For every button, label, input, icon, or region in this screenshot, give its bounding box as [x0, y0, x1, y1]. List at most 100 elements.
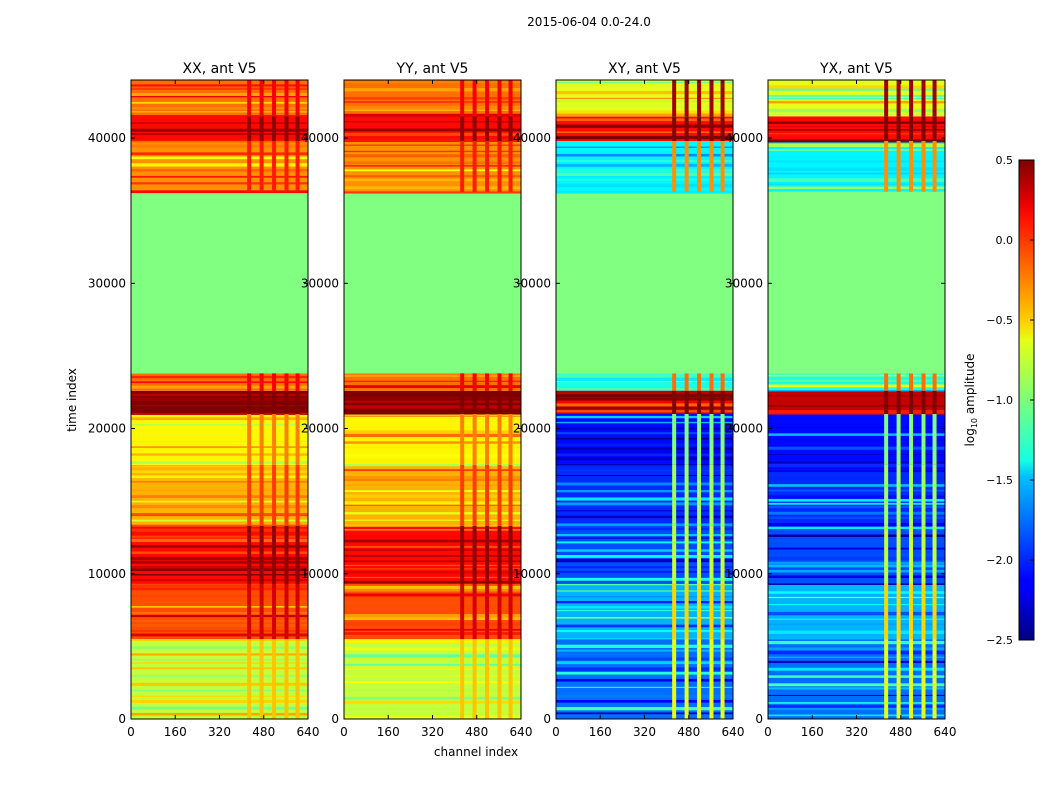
rfi-streak [720, 140, 725, 192]
rfi-streak [272, 116, 277, 141]
rfi-streak [884, 464, 889, 526]
rfi-streak [720, 464, 725, 526]
noise-row [768, 121, 945, 124]
noise-row [768, 410, 945, 414]
noise-row [131, 623, 308, 627]
rfi-streak [284, 80, 289, 117]
rfi-streak [884, 583, 889, 640]
noise-row [344, 426, 521, 428]
noise-row [768, 467, 945, 471]
noise-row [768, 683, 945, 687]
noise-row [344, 175, 521, 178]
noise-row [768, 125, 945, 128]
colorbar-label: log10 amplitude [963, 354, 979, 447]
y-tick-label: 0 [755, 712, 763, 726]
noise-row [131, 128, 308, 132]
rfi-streak [921, 525, 926, 584]
noise-row [131, 513, 308, 517]
rfi-streak [921, 140, 926, 192]
noise-row [768, 461, 945, 463]
rfi-streak [720, 414, 725, 465]
noise-row [131, 95, 308, 98]
x-tick-label: 640 [722, 725, 745, 739]
y-tick-label: 20000 [88, 422, 126, 436]
noise-row [131, 561, 308, 564]
noise-row [768, 603, 945, 606]
y-tick-label: 20000 [301, 422, 339, 436]
noise-row [131, 712, 308, 716]
noise-row [556, 135, 733, 140]
noise-row [556, 397, 733, 401]
noise-row [768, 708, 945, 710]
colorbar-tick-label: −0.5 [986, 314, 1013, 327]
noise-row [768, 395, 945, 397]
noise-row [131, 453, 308, 456]
noise-row [344, 614, 521, 618]
noise-row [556, 464, 733, 466]
noise-row [344, 560, 521, 562]
noise-row [768, 705, 945, 708]
rfi-streak [460, 140, 465, 192]
rfi-streak [497, 583, 502, 640]
noise-row [131, 93, 308, 96]
rfi-streak [247, 414, 252, 465]
noise-row [768, 586, 945, 589]
noise-row [768, 640, 945, 645]
noise-row [344, 161, 521, 165]
x-tick-label: 480 [252, 725, 275, 739]
rfi-streak [684, 373, 689, 391]
noise-row [344, 144, 521, 146]
rfi-streak [720, 583, 725, 640]
rfi-streak [508, 583, 513, 640]
noise-row [344, 138, 521, 143]
noise-row [556, 450, 733, 454]
panel-4-title: YX, ant V5 [819, 61, 893, 77]
rfi-streak [684, 140, 689, 192]
rfi-streak [259, 390, 264, 415]
noise-row [556, 175, 733, 178]
noise-row [768, 133, 945, 135]
band-6 [768, 390, 945, 415]
rfi-streak [672, 80, 677, 117]
noise-row [556, 469, 733, 471]
noise-row [556, 394, 733, 398]
noise-row [768, 477, 945, 480]
noise-row [556, 537, 733, 539]
rfi-streak [884, 525, 889, 584]
noise-row [344, 529, 521, 531]
noise-row [556, 113, 733, 117]
noise-row [556, 649, 733, 652]
colorbar-tick-label: 0.5 [996, 154, 1014, 167]
colorbar-label-suffix: amplitude [963, 354, 977, 418]
rfi-streak [460, 373, 465, 391]
x-tick-label: 320 [208, 725, 231, 739]
rfi-streak [259, 639, 264, 719]
noise-row [344, 668, 521, 670]
noise-row [556, 390, 733, 394]
noise-row [556, 624, 733, 628]
x-tick-label: 160 [377, 725, 400, 739]
noise-row [131, 505, 308, 509]
noise-row [556, 490, 733, 493]
noise-row [344, 555, 521, 557]
rfi-streak [697, 116, 702, 141]
rfi-streak [896, 140, 901, 192]
noise-row [344, 576, 521, 579]
rfi-streak [472, 390, 477, 415]
noise-row [344, 564, 521, 567]
noise-row [556, 629, 733, 633]
rfi-streak [485, 80, 490, 117]
noise-row [131, 475, 308, 479]
noise-row [768, 569, 945, 573]
noise-row [768, 380, 945, 382]
rfi-streak [284, 414, 289, 465]
noise-row [556, 686, 733, 688]
noise-row [131, 605, 308, 608]
noise-row [556, 377, 733, 382]
noise-row [556, 555, 733, 558]
noise-row [556, 644, 733, 648]
y-tick-label: 40000 [725, 131, 763, 145]
noise-row [768, 583, 945, 585]
noise-row [556, 616, 733, 619]
noise-row [131, 163, 308, 167]
